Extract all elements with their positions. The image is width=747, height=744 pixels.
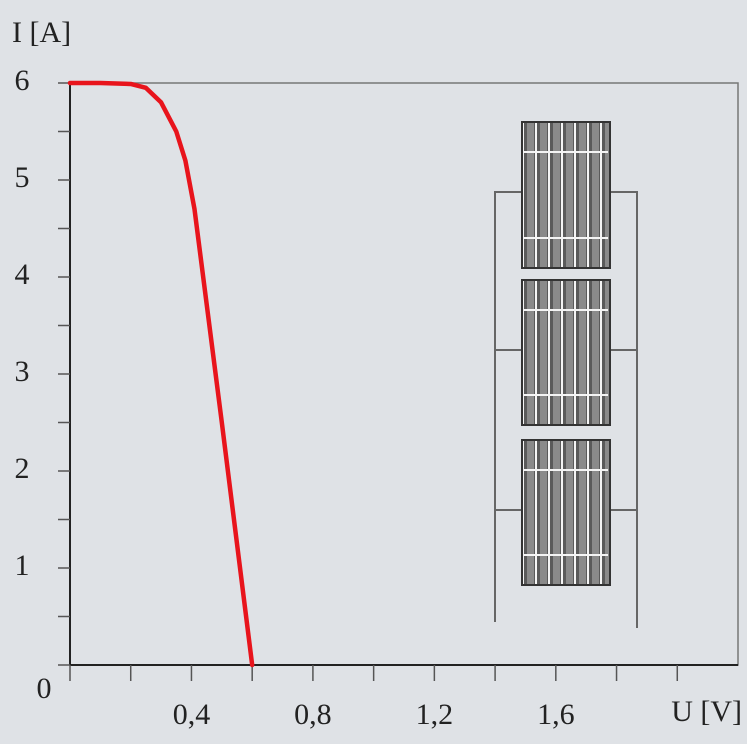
y-axis-label: I [A] (12, 16, 71, 49)
x-tick-label: 0,4 (173, 698, 211, 731)
y-tick-label: 4 (15, 258, 30, 291)
x-tick-label: 1,2 (416, 698, 454, 731)
y-tick-label: 3 (15, 355, 30, 388)
y-tick-label: 1 (15, 549, 30, 582)
x-tick-label: 1,6 (537, 698, 575, 731)
x-axis-label: U [V] (671, 695, 742, 728)
x-tick-label: 0,8 (294, 698, 332, 731)
page: {"chart_data": {"type": "line", "y_label… (0, 0, 747, 744)
y-tick-label: 6 (15, 64, 30, 97)
y-tick-label: 2 (15, 452, 30, 485)
chart: I [A] U [V] 0,4 0,8 1,2 1,6 0 1 2 3 4 5 6 (0, 0, 747, 744)
y-tick-label: 0 (37, 672, 52, 705)
y-tick-label: 5 (15, 161, 30, 194)
